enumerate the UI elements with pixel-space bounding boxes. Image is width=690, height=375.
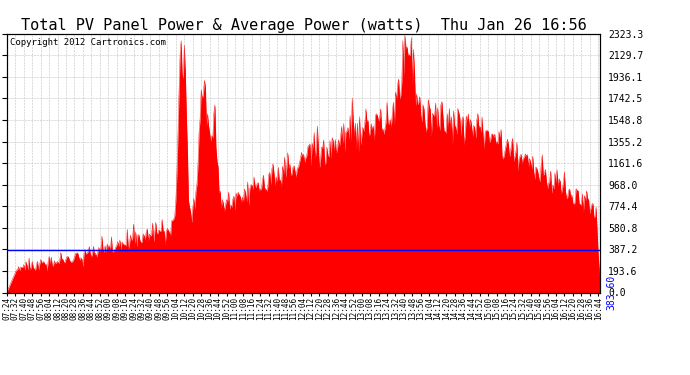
Text: 383.60: 383.60 bbox=[607, 275, 616, 310]
Title: Total PV Panel Power & Average Power (watts)  Thu Jan 26 16:56: Total PV Panel Power & Average Power (wa… bbox=[21, 18, 586, 33]
Text: Copyright 2012 Cartronics.com: Copyright 2012 Cartronics.com bbox=[10, 38, 166, 46]
Text: 383.60: 383.60 bbox=[0, 275, 1, 310]
